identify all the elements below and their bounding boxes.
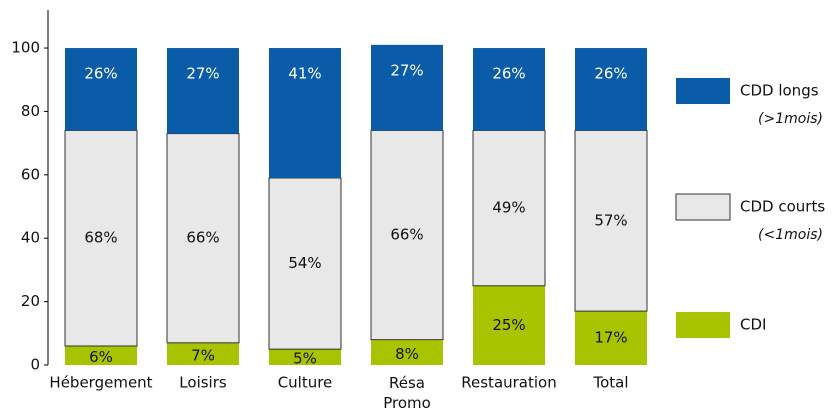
value-label: 49% — [492, 199, 525, 217]
value-label: 5% — [293, 350, 317, 368]
legend-label: CDD longs — [740, 82, 819, 100]
value-label: 26% — [594, 65, 627, 83]
bar-segment — [269, 48, 341, 178]
value-label: 26% — [492, 65, 525, 83]
bar-segment — [574, 129, 648, 312]
bar-segment — [371, 44, 443, 131]
value-label: 57% — [594, 211, 627, 229]
legend-label: CDI — [740, 316, 766, 334]
legend-label: CDD courts — [740, 198, 825, 216]
y-tick-label: 80 — [21, 102, 40, 120]
y-tick-label: 0 — [30, 356, 40, 374]
bar-segment — [269, 349, 341, 365]
x-tick-label: Culture — [278, 374, 333, 392]
y-tick-label: 40 — [21, 229, 40, 247]
value-label: 25% — [492, 316, 525, 334]
legend-note: (<1mois) — [758, 227, 823, 243]
bar-segment — [167, 342, 239, 365]
legend-swatch — [676, 312, 730, 338]
bar-segment — [473, 285, 545, 365]
value-label: 27% — [186, 65, 219, 83]
value-label: 54% — [288, 254, 321, 272]
value-label: 41% — [288, 65, 321, 83]
bar-segment — [575, 48, 647, 131]
legend-swatch — [676, 78, 730, 104]
bar-segment — [167, 48, 239, 134]
x-tick-label: Hébergement — [49, 374, 152, 392]
bar-segment — [268, 177, 342, 350]
bar-segment — [472, 129, 546, 287]
value-label: 6% — [89, 348, 113, 366]
x-tick-label: Loisirs — [179, 374, 227, 392]
bar-segment — [65, 345, 137, 365]
value-label: 17% — [594, 329, 627, 347]
x-tick-label: Restauration — [461, 374, 556, 392]
value-label: 66% — [390, 226, 423, 244]
bar-segment — [166, 133, 240, 344]
y-tick-label: 100 — [11, 39, 40, 57]
bar-segment — [575, 311, 647, 365]
x-tick-label: Total — [592, 374, 628, 392]
legend-swatch — [675, 193, 731, 221]
value-label: 66% — [186, 229, 219, 247]
value-label: 7% — [191, 346, 215, 364]
x-tick-label: Résa Promo — [383, 374, 431, 412]
value-label: 68% — [84, 229, 117, 247]
value-label: 26% — [84, 65, 117, 83]
bar-segment — [371, 339, 443, 365]
y-tick-label: 60 — [21, 165, 40, 183]
y-tick-label: 20 — [21, 292, 40, 310]
bar-segment — [473, 48, 545, 131]
value-label: 8% — [395, 345, 419, 363]
value-label: 27% — [390, 61, 423, 79]
bar-segment — [65, 48, 137, 131]
bar-segment — [370, 129, 444, 341]
legend-note: (>1mois) — [758, 111, 823, 127]
